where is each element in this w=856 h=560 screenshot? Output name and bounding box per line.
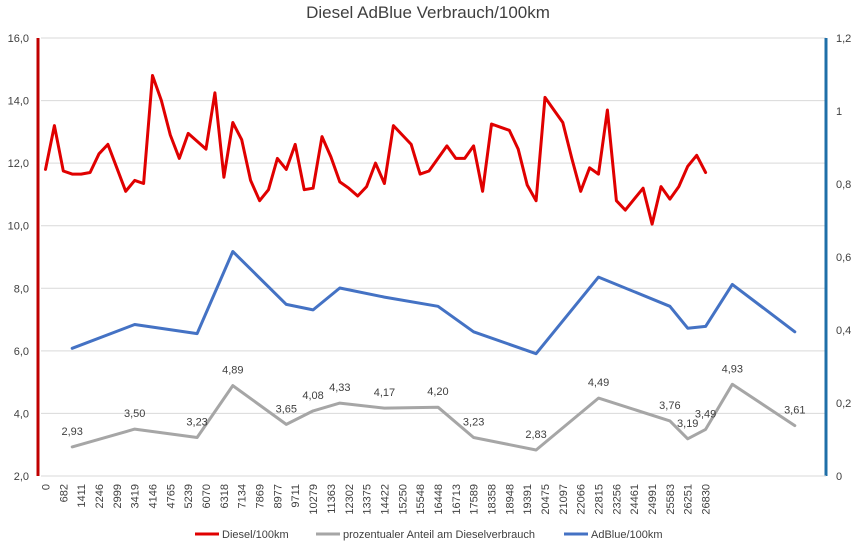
x-tick-label: 1411 — [76, 484, 88, 508]
series-line-1 — [70, 382, 797, 452]
x-tick-label: 11363 — [326, 484, 338, 514]
y-left-tick-label: 2,0 — [14, 471, 29, 483]
x-tick-label: 17589 — [469, 484, 481, 515]
data-label: 4,89 — [222, 365, 243, 377]
x-tick-label: 19391 — [522, 484, 534, 515]
x-tick-label: 2999 — [112, 484, 124, 508]
legend: Diesel/100km prozentualer Anteil am Diese… — [195, 529, 663, 541]
x-tick-label: 12302 — [344, 484, 356, 515]
series-group — [44, 74, 797, 452]
x-tick-label: 23256 — [611, 484, 623, 515]
x-tick-label: 22066 — [576, 484, 588, 515]
x-tick-label: 26830 — [701, 484, 713, 515]
x-tick-label: 9711 — [290, 484, 302, 508]
y-right-tick-label: 0,4 — [836, 325, 851, 337]
x-tick-label: 8977 — [272, 484, 284, 508]
x-tick-label: 682 — [58, 484, 70, 502]
x-tick-label: 0 — [40, 484, 52, 490]
x-tick-label: 14422 — [379, 484, 391, 515]
x-tick-label: 7869 — [255, 484, 267, 508]
x-tick-label: 22815 — [594, 484, 606, 515]
y-left-tick-label: 4,0 — [14, 408, 29, 420]
x-tick-label: 15250 — [397, 484, 409, 515]
data-label: 2,83 — [525, 429, 546, 441]
x-tick-label: 13375 — [362, 484, 374, 515]
x-tick-label: 15548 — [415, 484, 427, 515]
x-tick-label: 25583 — [665, 484, 677, 515]
data-label: 4,08 — [302, 390, 323, 402]
y-right-tick-label: 0,6 — [836, 252, 851, 264]
x-tick-label: 7134 — [237, 484, 249, 508]
x-tick-label: 24461 — [629, 484, 641, 515]
x-tick-label: 10279 — [308, 484, 320, 515]
series-line-2 — [70, 250, 797, 356]
x-tick-label: 6318 — [219, 484, 231, 508]
y-left-tick-label: 8,0 — [14, 283, 29, 295]
data-label: 2,93 — [62, 426, 83, 438]
x-tick-label: 4146 — [148, 484, 160, 508]
x-tick-label: 21097 — [558, 484, 570, 515]
x-axis-ticks: 0 682 1411 2246 2999 3419 4146 4765 5239 6070 6318… — [40, 484, 712, 515]
x-tick-label: 18358 — [486, 484, 498, 515]
x-tick-label: 16448 — [433, 484, 445, 515]
y-right-tick-label: 0,8 — [836, 179, 851, 191]
data-label: 4,49 — [588, 377, 609, 389]
data-labels: 2,93 3,50 3,23 4,89 3,65 4,08 4,33 4,17 4,20 3,23… — [62, 363, 806, 441]
x-tick-label: 20475 — [540, 484, 552, 515]
data-label: 3,23 — [463, 417, 484, 429]
x-tick-label: 16713 — [451, 484, 463, 515]
data-label: 3,50 — [124, 408, 145, 420]
y-left-tick-label: 14,0 — [8, 96, 29, 108]
y-right-tick-label: 1 — [836, 106, 842, 118]
data-label: 4,20 — [427, 386, 448, 398]
data-label: 3,65 — [276, 403, 297, 415]
legend-label-2: AdBlue/100km — [591, 529, 663, 541]
series-line-0 — [44, 74, 708, 226]
chart-title: Diesel AdBlue Verbrauch/100km — [306, 3, 550, 22]
data-label: 3,49 — [695, 408, 716, 420]
x-tick-label: 2246 — [94, 484, 106, 508]
x-tick-label: 5239 — [183, 484, 195, 508]
y-right-tick-label: 1,2 — [836, 33, 851, 45]
data-label: 4,93 — [722, 363, 743, 375]
x-tick-label: 6070 — [201, 484, 213, 508]
x-tick-label: 4765 — [165, 484, 177, 508]
y-right-tick-label: 0 — [836, 471, 842, 483]
data-label: 3,23 — [186, 417, 207, 429]
y-right-tick-label: 0,2 — [836, 398, 851, 410]
y-left-tick-label: 10,0 — [8, 221, 29, 233]
data-label: 3,76 — [659, 400, 680, 412]
axes: 2,0 4,0 6,0 8,0 10,0 12,0 14,0 16,0 0 0,2 0,4 0,6 0,… — [8, 33, 852, 483]
data-label: 3,19 — [677, 418, 698, 430]
y-left-tick-label: 16,0 — [8, 33, 29, 45]
y-left-tick-label: 6,0 — [14, 346, 29, 358]
x-tick-label: 24991 — [647, 484, 659, 515]
y-left-tick-label: 12,0 — [8, 158, 29, 170]
legend-label-1: prozentualer Anteil am Dieselverbrauch — [343, 529, 535, 541]
x-tick-label: 26251 — [683, 484, 695, 515]
data-label: 4,17 — [374, 387, 395, 399]
data-label: 4,33 — [329, 382, 350, 394]
data-label: 3,61 — [784, 405, 805, 417]
legend-label-0: Diesel/100km — [222, 529, 289, 541]
x-tick-label: 3419 — [130, 484, 142, 508]
x-tick-label: 18948 — [504, 484, 516, 515]
